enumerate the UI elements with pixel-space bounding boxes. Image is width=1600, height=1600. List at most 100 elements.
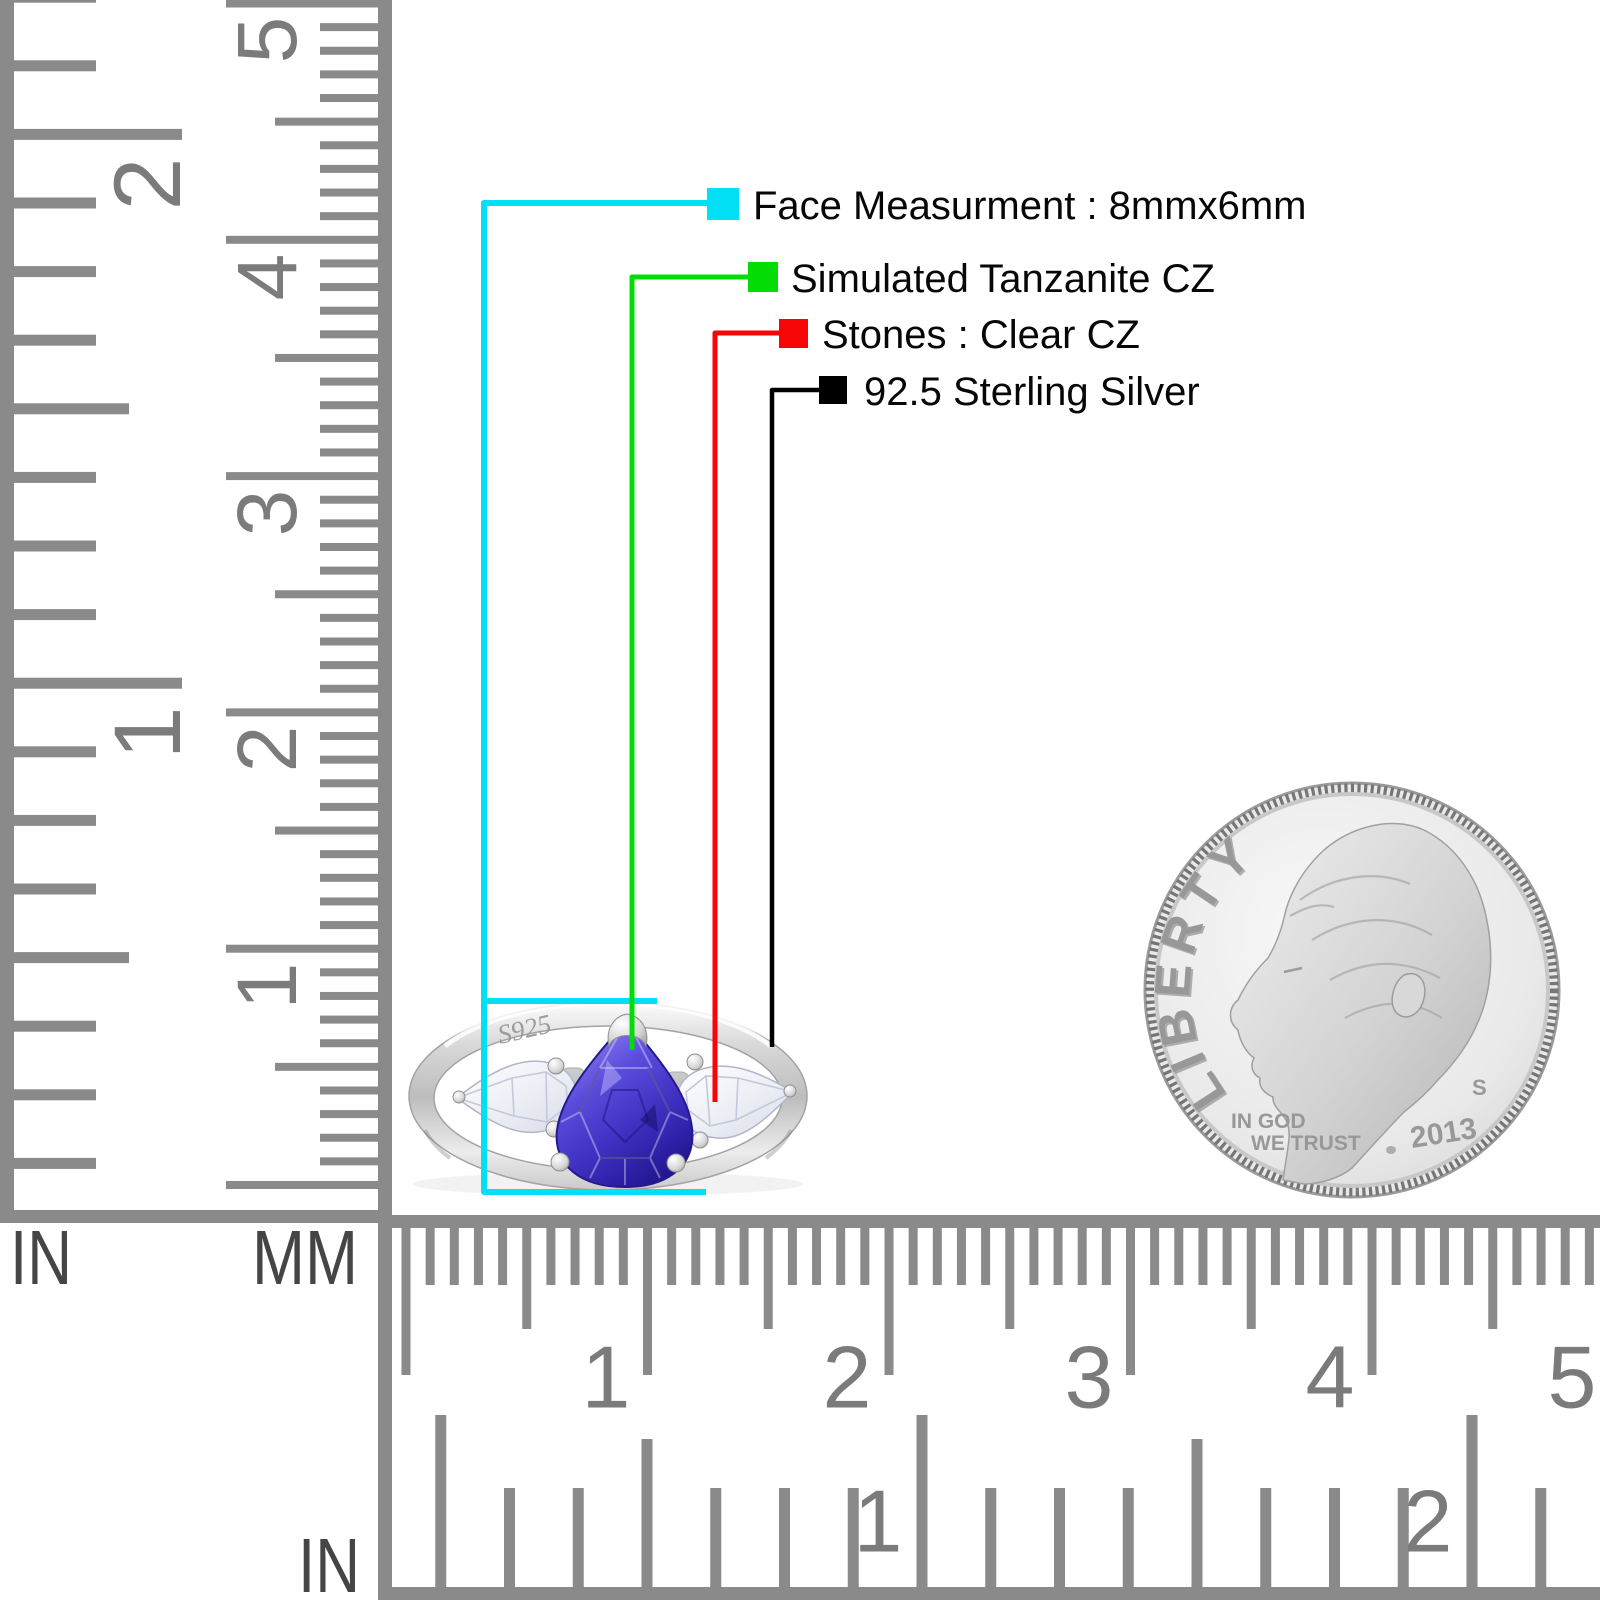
legend-swatch-side-stones	[779, 319, 808, 348]
ruler-tick	[1397, 1488, 1409, 1587]
ruler-tick	[1198, 1228, 1208, 1285]
ruler-tick	[1512, 1228, 1522, 1285]
vertical-mm-ruler	[226, 0, 392, 1222]
ruler-tick	[320, 661, 378, 670]
ruler-tick	[0, 0, 14, 1222]
ruler-number: 2	[95, 158, 201, 211]
ruler-tick	[320, 70, 378, 79]
ruler-tick	[320, 141, 378, 150]
ruler-tick	[1535, 1488, 1547, 1587]
ruler-tick	[1464, 1228, 1474, 1285]
ruler-tick	[1260, 1488, 1272, 1587]
ruler-tick	[226, 0, 378, 8]
legend-label-metal: 92.5 Sterling Silver	[864, 370, 1200, 414]
ruler-tick	[908, 1228, 918, 1285]
ruler-tick	[14, 0, 96, 3]
ruler-tick	[320, 164, 378, 173]
ruler-number: 1	[95, 707, 201, 760]
ruler-tick	[320, 897, 378, 906]
ruler-tick	[320, 968, 378, 977]
ruler-tick	[14, 197, 96, 209]
ruler-tick	[498, 1228, 508, 1285]
ruler-tick	[320, 684, 378, 693]
ruler-tick	[401, 1228, 411, 1375]
ruler-tick	[956, 1228, 966, 1285]
coin-mint-mark: S	[1472, 1075, 1487, 1100]
eye	[1283, 966, 1303, 974]
band-shade-right	[764, 1129, 793, 1160]
callout-line-side-stones	[712, 330, 779, 1102]
ruler-tick	[14, 952, 129, 964]
ruler-tick	[1005, 1228, 1015, 1329]
ruler-tick	[985, 1488, 997, 1587]
ruler-tick	[594, 1228, 604, 1285]
ruler-tick	[14, 746, 96, 758]
ruler-tick	[779, 1488, 790, 1587]
ruler-tick	[763, 1228, 773, 1329]
unit-label-inch-horizontal: IN	[298, 1523, 360, 1600]
ruler-tick	[378, 1215, 392, 1600]
ruler-tick	[643, 1228, 652, 1375]
ruler-tick	[378, 0, 392, 1222]
ruler-tick	[1391, 1228, 1401, 1285]
legend-swatch-center-stone	[748, 262, 778, 292]
ruler-tick	[226, 235, 378, 244]
ruler-tick	[715, 1228, 725, 1285]
ruler-tick	[275, 353, 378, 362]
ruler-tick	[320, 732, 378, 741]
ruler-tick	[14, 609, 96, 621]
callout-legend: Face Measurment : 8mmx6mm Simulated Tanz…	[707, 184, 1306, 414]
ruler-tick	[320, 306, 378, 315]
ruler-tick	[473, 1228, 483, 1285]
ruler-tick	[14, 266, 96, 278]
ruler-tick	[1222, 1228, 1232, 1285]
legend-swatch-face-measurement	[707, 188, 739, 220]
coin-reeded-edge	[1145, 783, 1559, 1197]
legend-label-side-stones: Stones : Clear CZ	[822, 313, 1140, 357]
legend-label-face-measurement: Face Measurment : 8mmx6mm	[753, 184, 1306, 228]
ruler-tick	[320, 802, 378, 811]
ruler-tick	[641, 1439, 653, 1587]
ruler-tick	[320, 188, 378, 197]
ruler-tick	[1466, 1415, 1478, 1587]
ruler-tick	[1343, 1228, 1353, 1285]
ruler-tick	[320, 542, 378, 551]
horizontal-mm-ruler-numbers: 1 2 3 4 5	[582, 1328, 1597, 1427]
ruler-tick	[378, 1215, 1600, 1228]
ruler-tick	[320, 921, 378, 930]
metal-stamp: S925	[495, 1008, 554, 1049]
ruler-tick	[378, 1587, 1600, 1600]
ruler-tick	[320, 1039, 378, 1048]
ruler-tick	[435, 1415, 447, 1587]
band-shade-left	[423, 1129, 452, 1160]
ruler-tick	[14, 403, 129, 415]
top-prong	[607, 1013, 648, 1048]
ruler-tick	[710, 1488, 722, 1587]
ruler-tick	[320, 94, 378, 103]
ruler-number: 3	[1065, 1328, 1114, 1427]
ruler-tick	[1439, 1228, 1449, 1285]
ruler-tick	[1367, 1228, 1377, 1375]
ruler-tick	[1329, 1488, 1340, 1587]
ruler-tick	[449, 1228, 459, 1285]
ruler-number: 3	[220, 490, 314, 537]
ruler-tick	[1122, 1488, 1134, 1587]
ear	[1391, 972, 1426, 1018]
ruler-tick	[320, 1133, 378, 1142]
unit-label-mm: MM	[252, 1215, 358, 1301]
ruler-tick	[320, 46, 378, 55]
horizontal-inch-ruler-numbers: 1 2	[854, 1472, 1453, 1571]
ruler-tick	[14, 677, 182, 689]
ruler-tick	[1319, 1228, 1329, 1285]
ruler-tick	[691, 1228, 701, 1285]
ruler-tick	[884, 1228, 894, 1375]
ruler-tick	[1488, 1228, 1498, 1329]
ruler-tick	[320, 613, 378, 622]
ruler-tick	[320, 637, 378, 646]
legend-label-center-stone: Simulated Tanzanite CZ	[791, 257, 1215, 301]
ruler-tick	[275, 1062, 378, 1071]
ruler-tick	[981, 1228, 991, 1285]
ruler-tick	[1295, 1228, 1305, 1285]
ruler-tick	[572, 1488, 584, 1587]
ruler-tick	[320, 1110, 378, 1119]
